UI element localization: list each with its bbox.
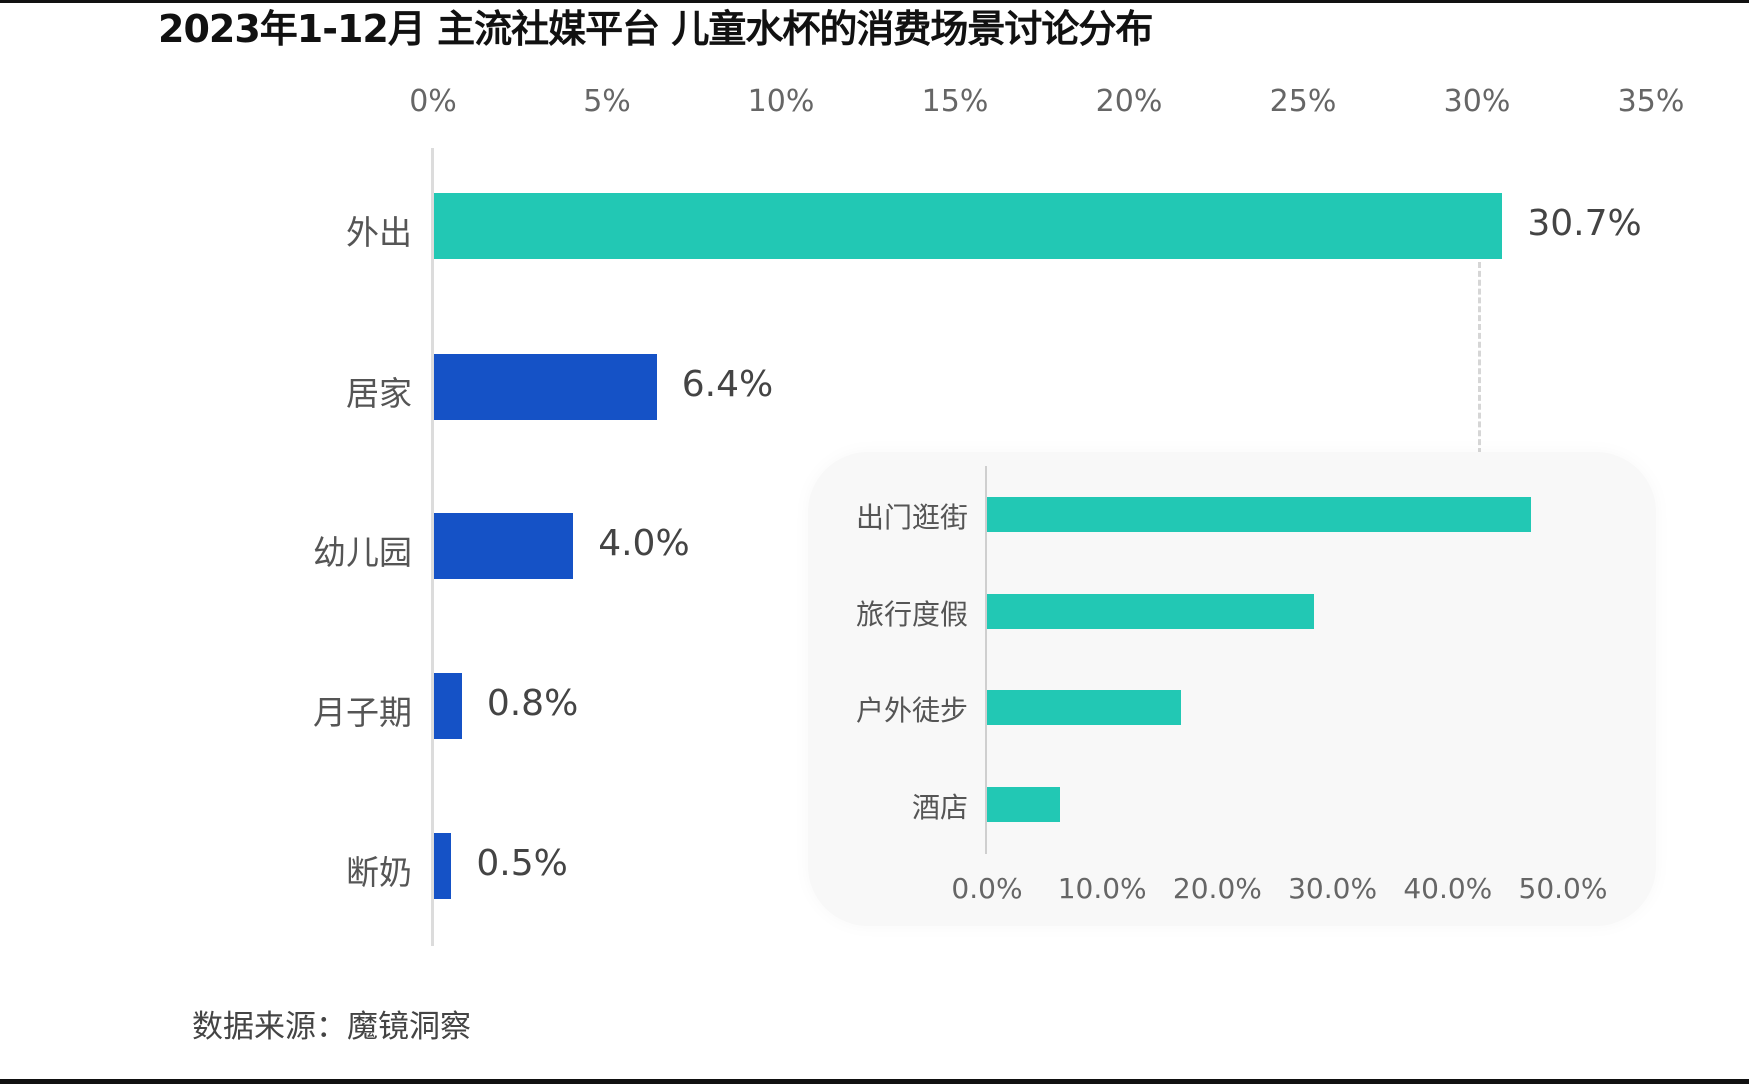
x-axis-tick: 35% [1617,84,1685,119]
bar [434,513,574,579]
inset-category-label: 旅行度假 [855,598,968,631]
callout-dashed-line [1478,262,1481,454]
x-axis-tick: 0% [409,84,457,119]
x-axis-tick: 30% [1443,84,1511,119]
chart-title: 2023年1-12月 主流社媒平台 儿童水杯的消费场景讨论分布 [158,7,1153,51]
inset-category-label: 酒店 [911,791,968,824]
bar [434,673,462,739]
category-label: 居家 [346,374,412,413]
data-source-note: 数据来源：魔镜洞察 [192,1009,471,1045]
category-label: 月子期 [313,693,412,732]
bar [434,193,1503,259]
inset-category-label: 户外徒步 [855,694,968,727]
x-axis-tick: 5% [583,84,631,119]
bar-value-label: 6.4% [681,364,774,405]
bar-value-label: 0.5% [476,843,568,884]
bottom-border [0,1079,1749,1084]
inset-y-axis-line [985,466,987,854]
top-border [0,0,1749,3]
x-axis-tick: 20% [1095,84,1163,119]
y-axis-line [431,148,434,946]
inset-x-axis-tick: 50.0% [1518,872,1608,905]
bar [434,833,452,899]
x-axis-tick: 15% [921,84,989,119]
inset-x-axis-tick: 20.0% [1172,872,1262,905]
bar-value-label: 0.8% [486,683,579,724]
x-axis-tick: 10% [747,84,815,119]
inset-bar [987,497,1531,532]
inset-bar [987,690,1181,725]
x-axis-tick: 25% [1269,84,1337,119]
inset-x-axis-tick: 30.0% [1288,872,1378,905]
category-label: 外出 [346,213,412,252]
inset-x-axis-tick: 40.0% [1403,872,1493,905]
inset-category-label: 出门逛街 [855,501,968,534]
category-label: 断奶 [346,853,412,892]
bar [434,354,657,420]
bar-value-label: 4.0% [598,523,690,564]
inset-x-axis-tick: 10.0% [1057,872,1147,905]
bar-value-label: 30.7% [1527,203,1642,244]
inset-bar [987,594,1315,629]
category-label: 幼儿园 [313,533,412,572]
inset-x-axis-tick: 0.0% [951,872,1023,905]
inset-bar [987,787,1060,822]
